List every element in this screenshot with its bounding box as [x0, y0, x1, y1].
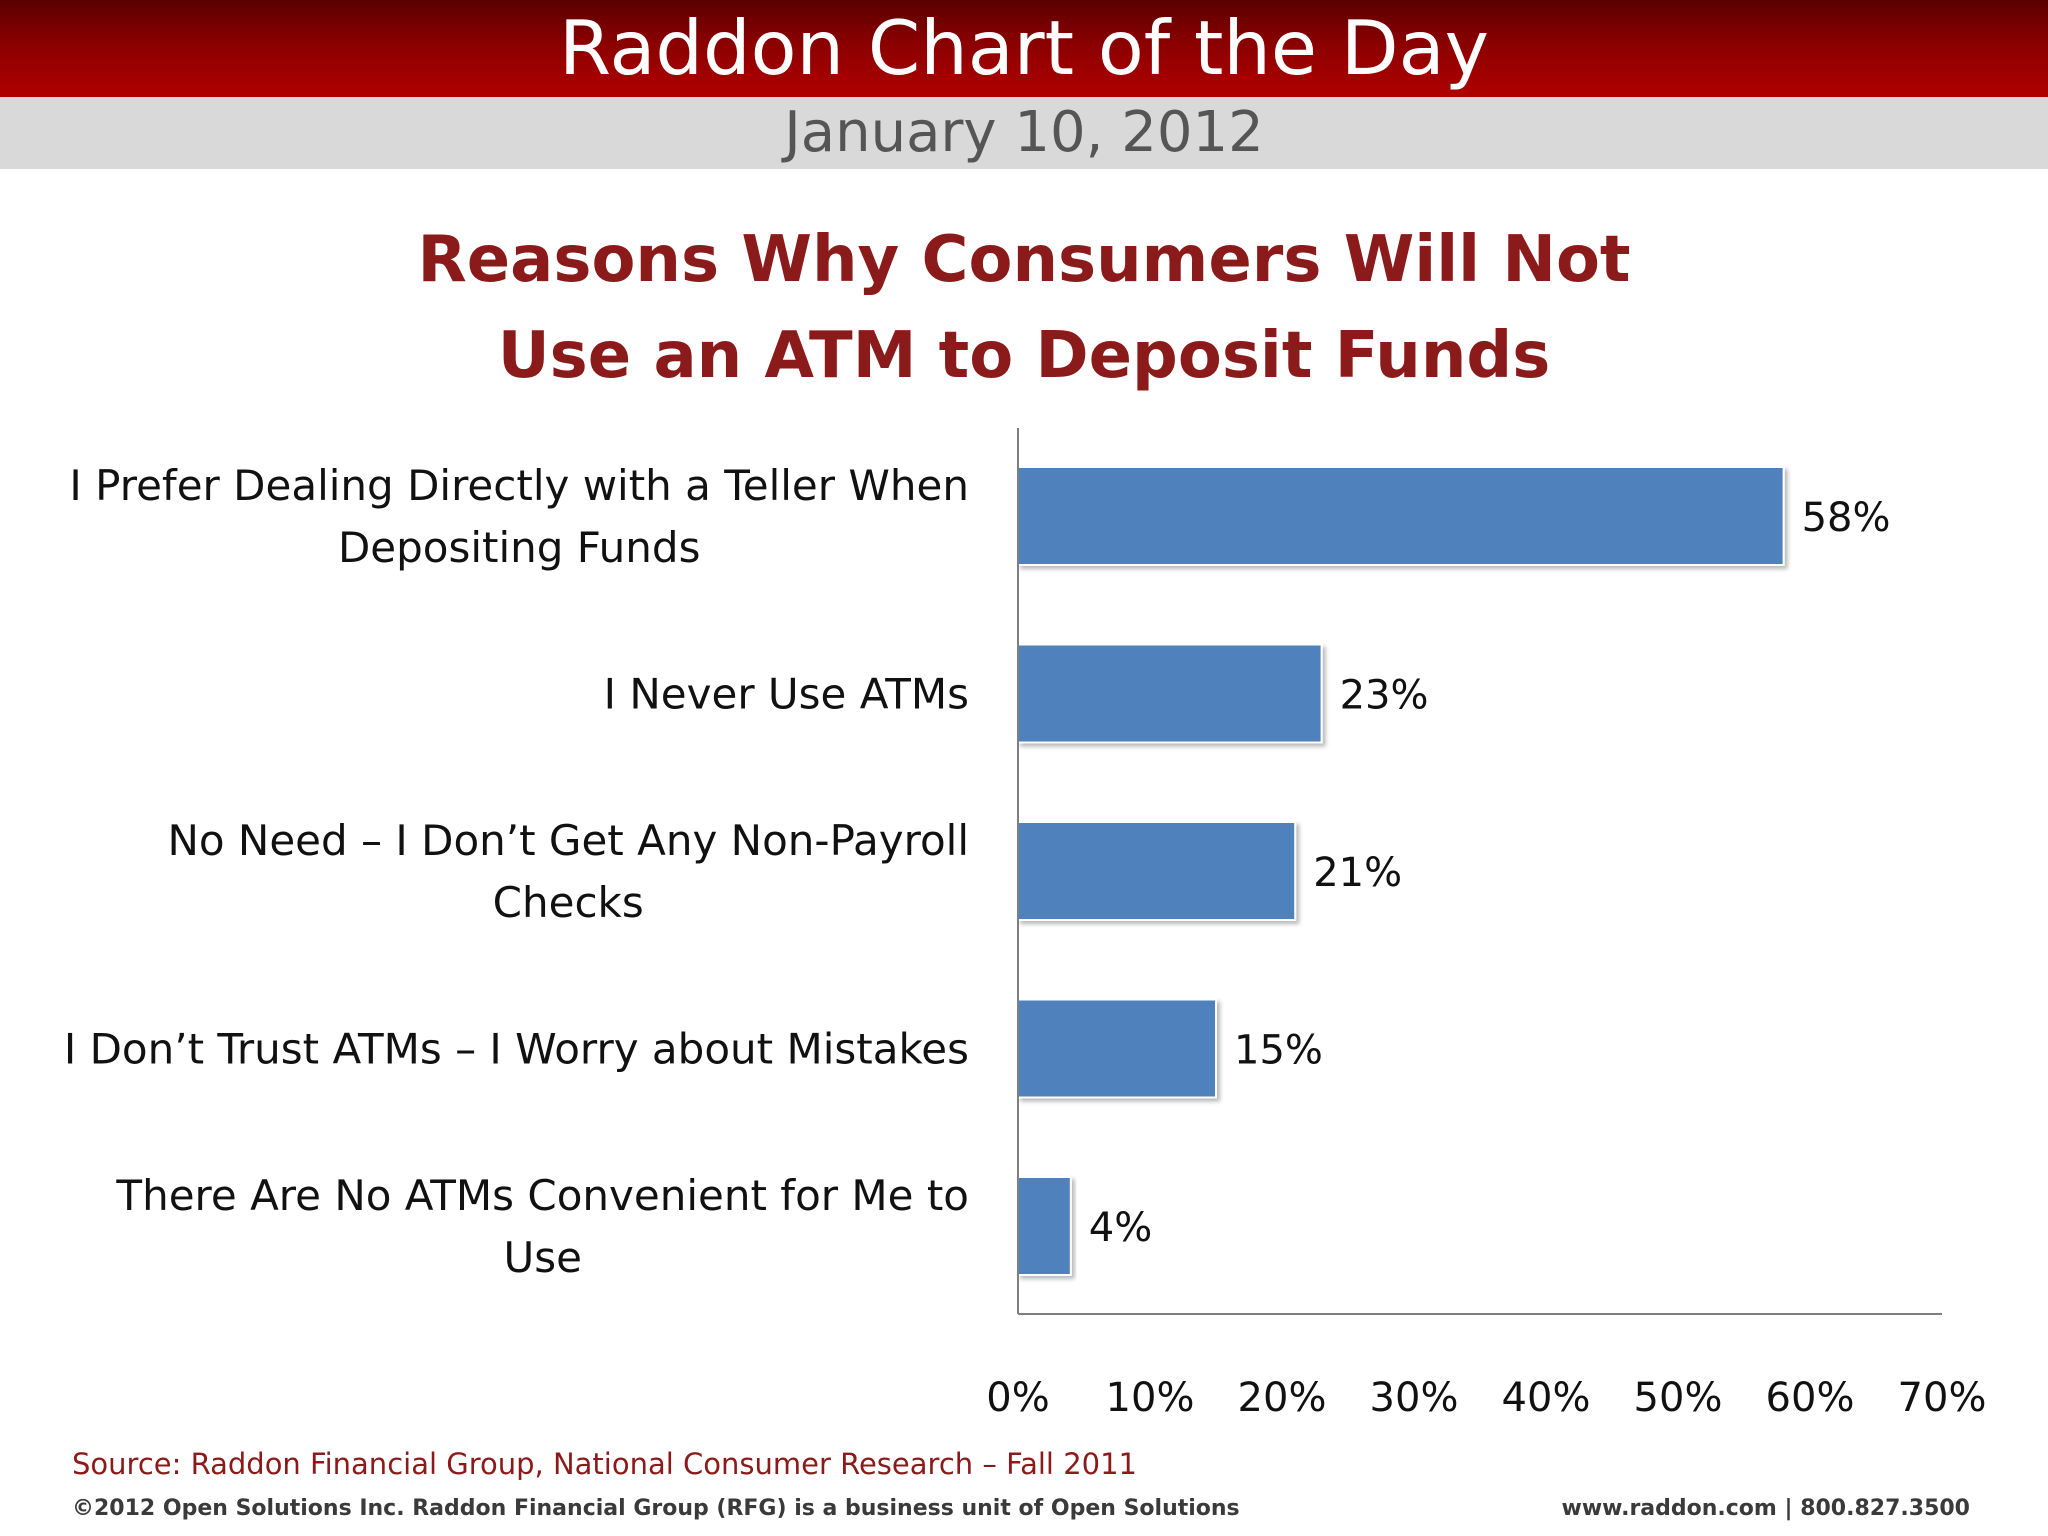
category-label-2: No Need – I Don’t Get Any Non-Payroll Che… — [167, 816, 969, 927]
category-label-0-line-0: I Prefer Dealing Directly with a Teller … — [69, 461, 969, 510]
x-tick-label-1: 10% — [1106, 1375, 1195, 1421]
date-text: January 10, 2012 — [784, 100, 1264, 165]
bar-1 — [1017, 643, 1323, 744]
category-label-2-line-0: No Need – I Don’t Get Any Non-Payroll — [167, 816, 969, 865]
date-bar — [0, 97, 2048, 169]
x-axis: 0% 10% 20% 30% 40% 50% 60% 70% — [986, 428, 1986, 1421]
header-title: Raddon Chart of the Day — [559, 4, 1489, 92]
category-labels-group: I Prefer Dealing Directly with a Teller … — [64, 461, 969, 1282]
category-label-0-line-1: Depositing Funds — [338, 523, 701, 572]
bar-2 — [1017, 821, 1297, 921]
copyright-note: ©2012 Open Solutions Inc. Raddon Financi… — [72, 1496, 1240, 1521]
x-tick-label-2: 20% — [1238, 1375, 1327, 1421]
category-label-4-line-1: Use — [503, 1233, 581, 1282]
source-note: Source: Raddon Financial Group, National… — [72, 1447, 1137, 1481]
x-tick-label-4: 40% — [1502, 1375, 1591, 1421]
category-label-1-line-0: I Never Use ATMs — [604, 670, 969, 719]
contact-info: www.raddon.com | 800.827.3500 — [1561, 1496, 1970, 1521]
value-label-0: 58% — [1802, 495, 1891, 541]
chart-title: Reasons Why Consumers Will Not Use an AT… — [0, 212, 2048, 404]
chart-title-line-1: Reasons Why Consumers Will Not — [417, 223, 1631, 297]
x-tick-label-6: 60% — [1766, 1375, 1855, 1421]
bar-4 — [1017, 1176, 1072, 1276]
value-label-3: 15% — [1234, 1028, 1323, 1074]
header-bar — [0, 0, 2048, 97]
category-label-3: I Don’t Trust ATMs – I Worry about Mista… — [64, 1025, 969, 1074]
value-label-4: 4% — [1089, 1205, 1152, 1251]
value-label-2: 21% — [1313, 850, 1402, 896]
category-label-1: I Never Use ATMs — [604, 670, 969, 719]
value-label-1: 23% — [1340, 673, 1429, 719]
bars-group — [1017, 466, 1785, 1276]
category-label-4-line-0: There Are No ATMs Convenient for Me to — [115, 1171, 969, 1220]
x-tick-label-5: 50% — [1634, 1375, 1723, 1421]
x-tick-label-7: 70% — [1898, 1375, 1987, 1421]
x-tick-label-0: 0% — [986, 1375, 1049, 1421]
category-label-4: There Are No ATMs Convenient for Me to Us… — [115, 1171, 969, 1282]
chart-title-line-2: Use an ATM to Deposit Funds — [497, 319, 1551, 393]
x-tick-label-3: 30% — [1370, 1375, 1459, 1421]
category-label-0: I Prefer Dealing Directly with a Teller … — [69, 461, 969, 572]
bar-3 — [1017, 998, 1217, 1099]
bar-0 — [1017, 466, 1785, 566]
category-label-2-line-1: Checks — [493, 878, 644, 927]
category-label-3-line-0: I Don’t Trust ATMs – I Worry about Mista… — [64, 1025, 969, 1074]
value-labels-group: 58% 23% 21% 15% 4% — [1089, 495, 1891, 1251]
